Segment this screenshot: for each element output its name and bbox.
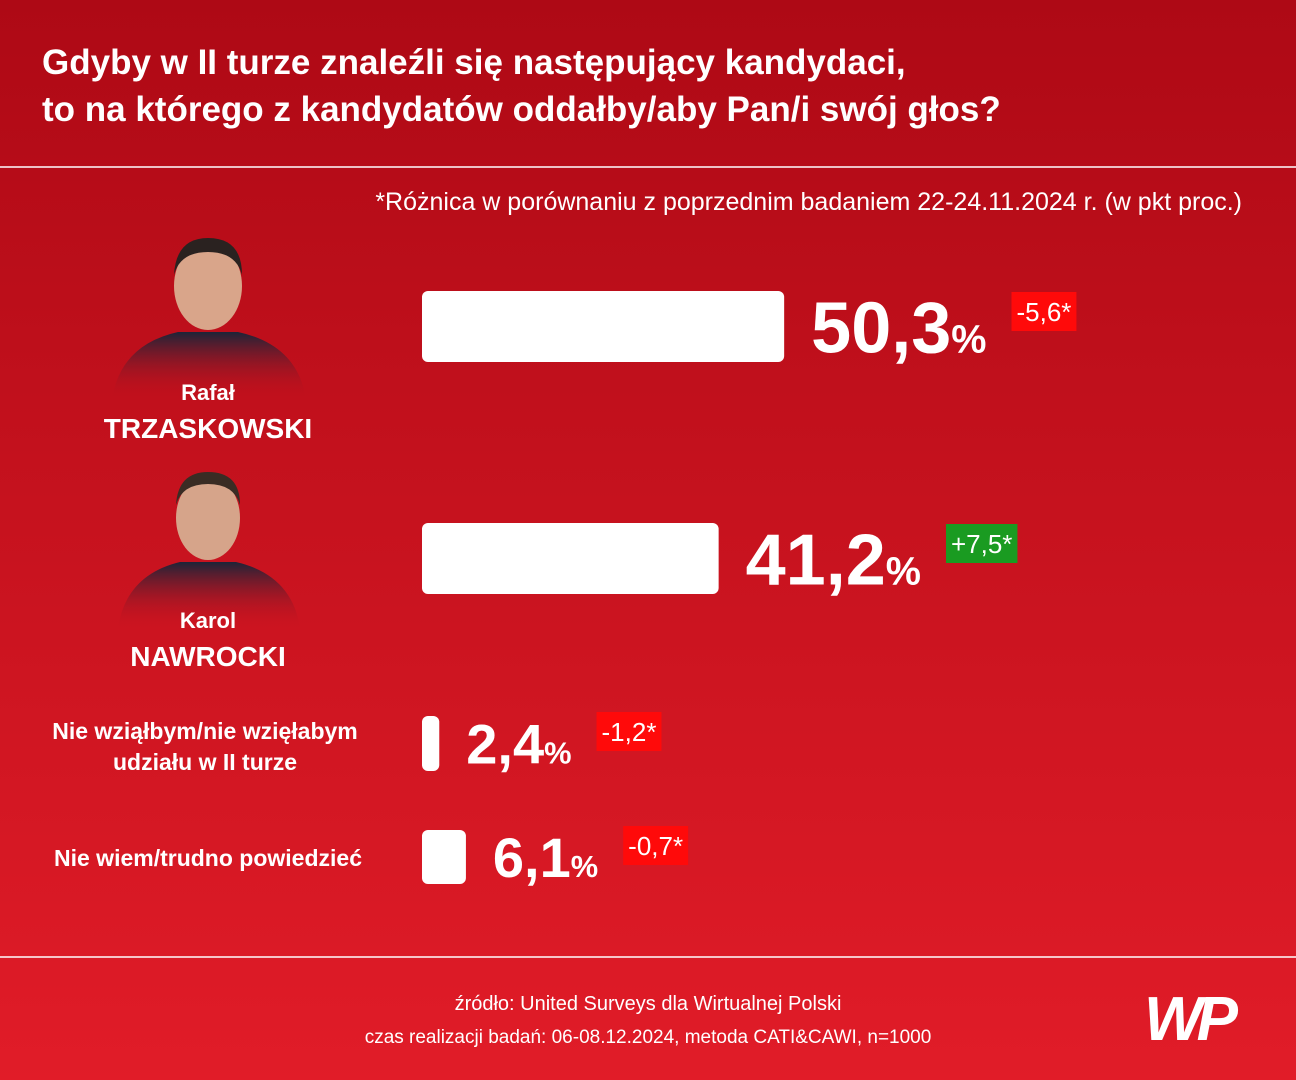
value-unit: %: [951, 317, 986, 361]
value-number: 50,3: [811, 288, 951, 368]
note: *Różnica w porównaniu z poprzednim badan…: [375, 188, 1242, 216]
value-label: 41,2%: [746, 520, 921, 600]
value-label: 50,3%: [811, 288, 986, 368]
value-label: 6,1%: [493, 826, 598, 889]
value-label: 2,4%: [466, 713, 571, 776]
change-badge: [596, 712, 662, 751]
category-label: TRZASKOWSKI: [104, 413, 312, 444]
bar: [422, 523, 719, 594]
value-number: 41,2: [746, 520, 886, 600]
change-label: -5,6*: [1017, 297, 1072, 327]
bar: [422, 291, 785, 362]
value-unit: %: [886, 549, 921, 593]
category-label: NAWROCKI: [130, 641, 286, 672]
chart-title: Gdyby w II turze znaleźli się następując…: [42, 43, 906, 82]
change-label: -0,7*: [628, 831, 683, 861]
category-label: Nie wziąłbym/nie wzięłabym: [52, 718, 358, 744]
photo: [118, 472, 300, 628]
logo: WP: [1144, 985, 1239, 1054]
category-label: Karol: [180, 608, 236, 633]
bar: [422, 716, 440, 771]
value-number: 2,4: [466, 713, 544, 776]
value-number: 6,1: [493, 826, 571, 889]
category-label: udziału w II turze: [113, 749, 297, 775]
value-unit: %: [544, 736, 571, 771]
change-badge: [1011, 292, 1077, 331]
category-label: Nie wiem/trudno powiedzieć: [54, 845, 362, 871]
bar: [422, 830, 466, 884]
source: czas realizacji badań: 06-08.12.2024, me…: [365, 1027, 932, 1048]
change-badge: [945, 524, 1018, 563]
photo: [112, 238, 306, 400]
category-label: Rafał: [181, 380, 235, 405]
chart-title: to na którego z kandydatów oddałby/aby P…: [42, 90, 1001, 129]
change-badge: [623, 826, 689, 865]
value-unit: %: [571, 849, 598, 884]
source: źródło: United Surveys dla Wirtualnej Po…: [455, 993, 842, 1015]
change-label: -1,2*: [602, 717, 657, 747]
change-label: +7,5*: [951, 529, 1012, 559]
